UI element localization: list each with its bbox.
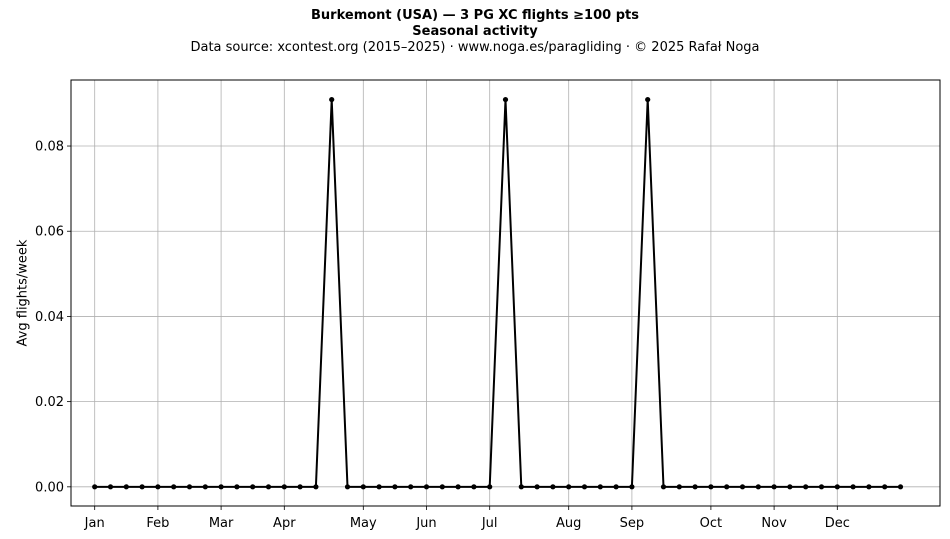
x-tick-label: Jan [84,516,105,531]
data-point [834,484,840,490]
data-point [281,484,287,490]
series-line [94,98,901,488]
grid-lines [71,80,940,506]
data-point [534,484,540,490]
x-tick-label: Apr [273,516,296,531]
data-point [123,484,129,490]
data-point [139,484,145,490]
data-point [566,484,572,490]
data-point [581,484,588,490]
data-point [502,96,509,103]
data-point [171,484,177,490]
data-point [676,484,682,490]
x-tick-label: Jul [481,516,498,531]
data-point [92,484,98,490]
data-point [471,484,477,490]
data-point [250,484,256,490]
x-tick-label: Mar [209,516,234,531]
data-point [155,484,161,490]
y-tick-label: 0.06 [35,225,64,240]
x-tick-label: Dec [825,516,850,531]
x-tick-label: Jun [415,516,436,531]
data-point [882,484,888,490]
data-point [234,484,240,490]
data-point [344,484,351,490]
chart-source-line: Data source: xcontest.org (2015–2025) · … [190,40,760,55]
plot-frame [70,79,941,507]
series-layer [92,96,904,490]
y-tick-label: 0.08 [35,140,64,155]
data-point [218,484,224,490]
chart-subtitle: Seasonal activity [412,24,538,39]
data-point [629,484,635,490]
data-point [787,484,793,490]
data-point [645,96,651,103]
data-point [755,484,761,490]
x-tick-label: Oct [700,516,722,531]
data-point [660,484,667,490]
y-tick-label: 0.00 [35,480,64,495]
data-point [265,484,272,490]
data-point [724,484,730,490]
data-point [597,484,603,490]
data-point [613,484,619,490]
y-axis-label: Avg flights/week [16,239,31,346]
data-point [771,484,777,490]
data-point [392,484,398,490]
data-point [803,484,809,490]
data-point [850,484,856,490]
y-tick-label: 0.04 [35,310,64,325]
data-point [313,484,319,490]
x-tick-label: May [350,516,377,531]
data-point [107,484,114,490]
data-point [202,484,208,490]
data-point [329,96,335,103]
data-point [708,484,714,490]
data-point [423,484,430,490]
x-tick-label: Feb [146,516,169,531]
data-point [408,484,414,490]
data-point [550,484,556,490]
data-point [186,484,193,490]
data-point [487,484,493,490]
data-point [455,484,461,490]
data-point [297,484,303,490]
data-point [692,484,698,490]
data-point [518,484,524,490]
y-axis-ticks: 0.00 0.02 0.04 0.06 0.08 [35,140,71,495]
x-tick-label: Aug [556,516,581,531]
data-point [439,484,445,490]
data-point [360,484,366,490]
x-axis-ticks: Jan Feb Mar Apr May Jun Jul Aug Sep Oct Nov Dec [84,506,850,531]
chart-title: Burkemont (USA) — 3 PG XC flights ≥100 p… [311,8,639,23]
x-tick-label: Nov [761,516,787,531]
data-point [818,484,825,490]
x-tick-label: Sep [620,516,645,531]
data-point [866,484,872,490]
data-point [376,484,382,490]
chart-titles: Burkemont (USA) — 3 PG XC flights ≥100 p… [0,8,950,56]
data-point [739,484,746,490]
y-tick-label: 0.02 [35,395,64,410]
data-point [897,484,904,490]
